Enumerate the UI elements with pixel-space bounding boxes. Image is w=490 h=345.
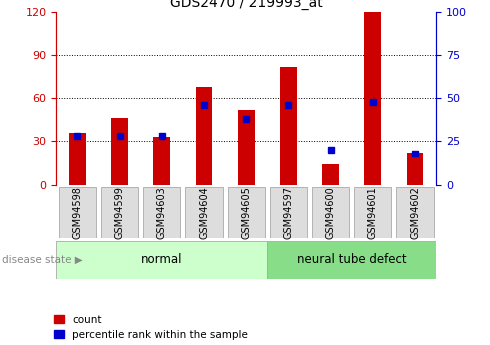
- FancyBboxPatch shape: [270, 187, 307, 237]
- Text: GSM94604: GSM94604: [199, 186, 209, 238]
- FancyBboxPatch shape: [268, 240, 436, 279]
- Text: GSM94602: GSM94602: [410, 186, 420, 239]
- Bar: [407, 153, 423, 185]
- Bar: [238, 110, 255, 185]
- Bar: [153, 137, 171, 185]
- Bar: [365, 12, 381, 185]
- Title: GDS2470 / 219993_at: GDS2470 / 219993_at: [170, 0, 322, 10]
- Legend: count, percentile rank within the sample: count, percentile rank within the sample: [54, 315, 248, 340]
- Bar: [243, 116, 249, 122]
- FancyBboxPatch shape: [185, 187, 222, 237]
- Text: GSM94600: GSM94600: [326, 186, 336, 238]
- Text: neural tube defect: neural tube defect: [297, 253, 407, 266]
- Bar: [322, 165, 339, 185]
- Bar: [370, 99, 376, 105]
- Text: GSM94597: GSM94597: [283, 186, 294, 239]
- Bar: [280, 67, 297, 185]
- Bar: [74, 134, 80, 139]
- Text: GSM94599: GSM94599: [115, 186, 124, 239]
- FancyBboxPatch shape: [101, 187, 138, 237]
- Text: disease state ▶: disease state ▶: [2, 255, 83, 265]
- Bar: [286, 102, 292, 108]
- Text: GSM94601: GSM94601: [368, 186, 378, 238]
- Bar: [117, 134, 122, 139]
- Bar: [111, 118, 128, 185]
- FancyBboxPatch shape: [396, 187, 434, 237]
- FancyBboxPatch shape: [354, 187, 392, 237]
- FancyBboxPatch shape: [59, 187, 96, 237]
- Bar: [196, 87, 213, 185]
- Bar: [201, 102, 207, 108]
- Text: GSM94605: GSM94605: [241, 186, 251, 239]
- Bar: [159, 134, 165, 139]
- Bar: [69, 133, 86, 185]
- FancyBboxPatch shape: [56, 240, 268, 279]
- FancyBboxPatch shape: [143, 187, 180, 237]
- FancyBboxPatch shape: [228, 187, 265, 237]
- Bar: [328, 147, 334, 153]
- Text: GSM94603: GSM94603: [157, 186, 167, 238]
- Text: GSM94598: GSM94598: [73, 186, 82, 239]
- Text: normal: normal: [141, 253, 183, 266]
- FancyBboxPatch shape: [312, 187, 349, 237]
- Bar: [412, 151, 418, 156]
